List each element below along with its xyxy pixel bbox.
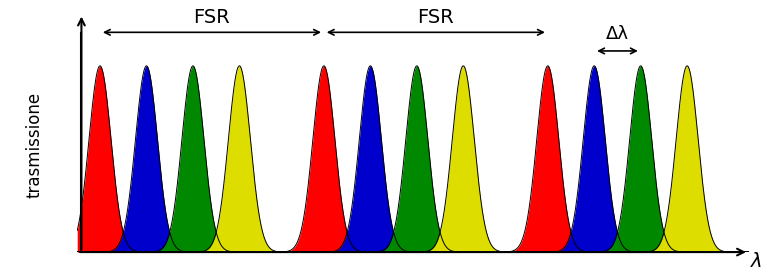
Text: trasmissione: trasmissione bbox=[26, 92, 44, 198]
Text: λ: λ bbox=[750, 252, 762, 271]
Text: FSR: FSR bbox=[418, 8, 454, 27]
Text: Δλ: Δλ bbox=[606, 25, 629, 44]
Text: FSR: FSR bbox=[194, 8, 230, 27]
